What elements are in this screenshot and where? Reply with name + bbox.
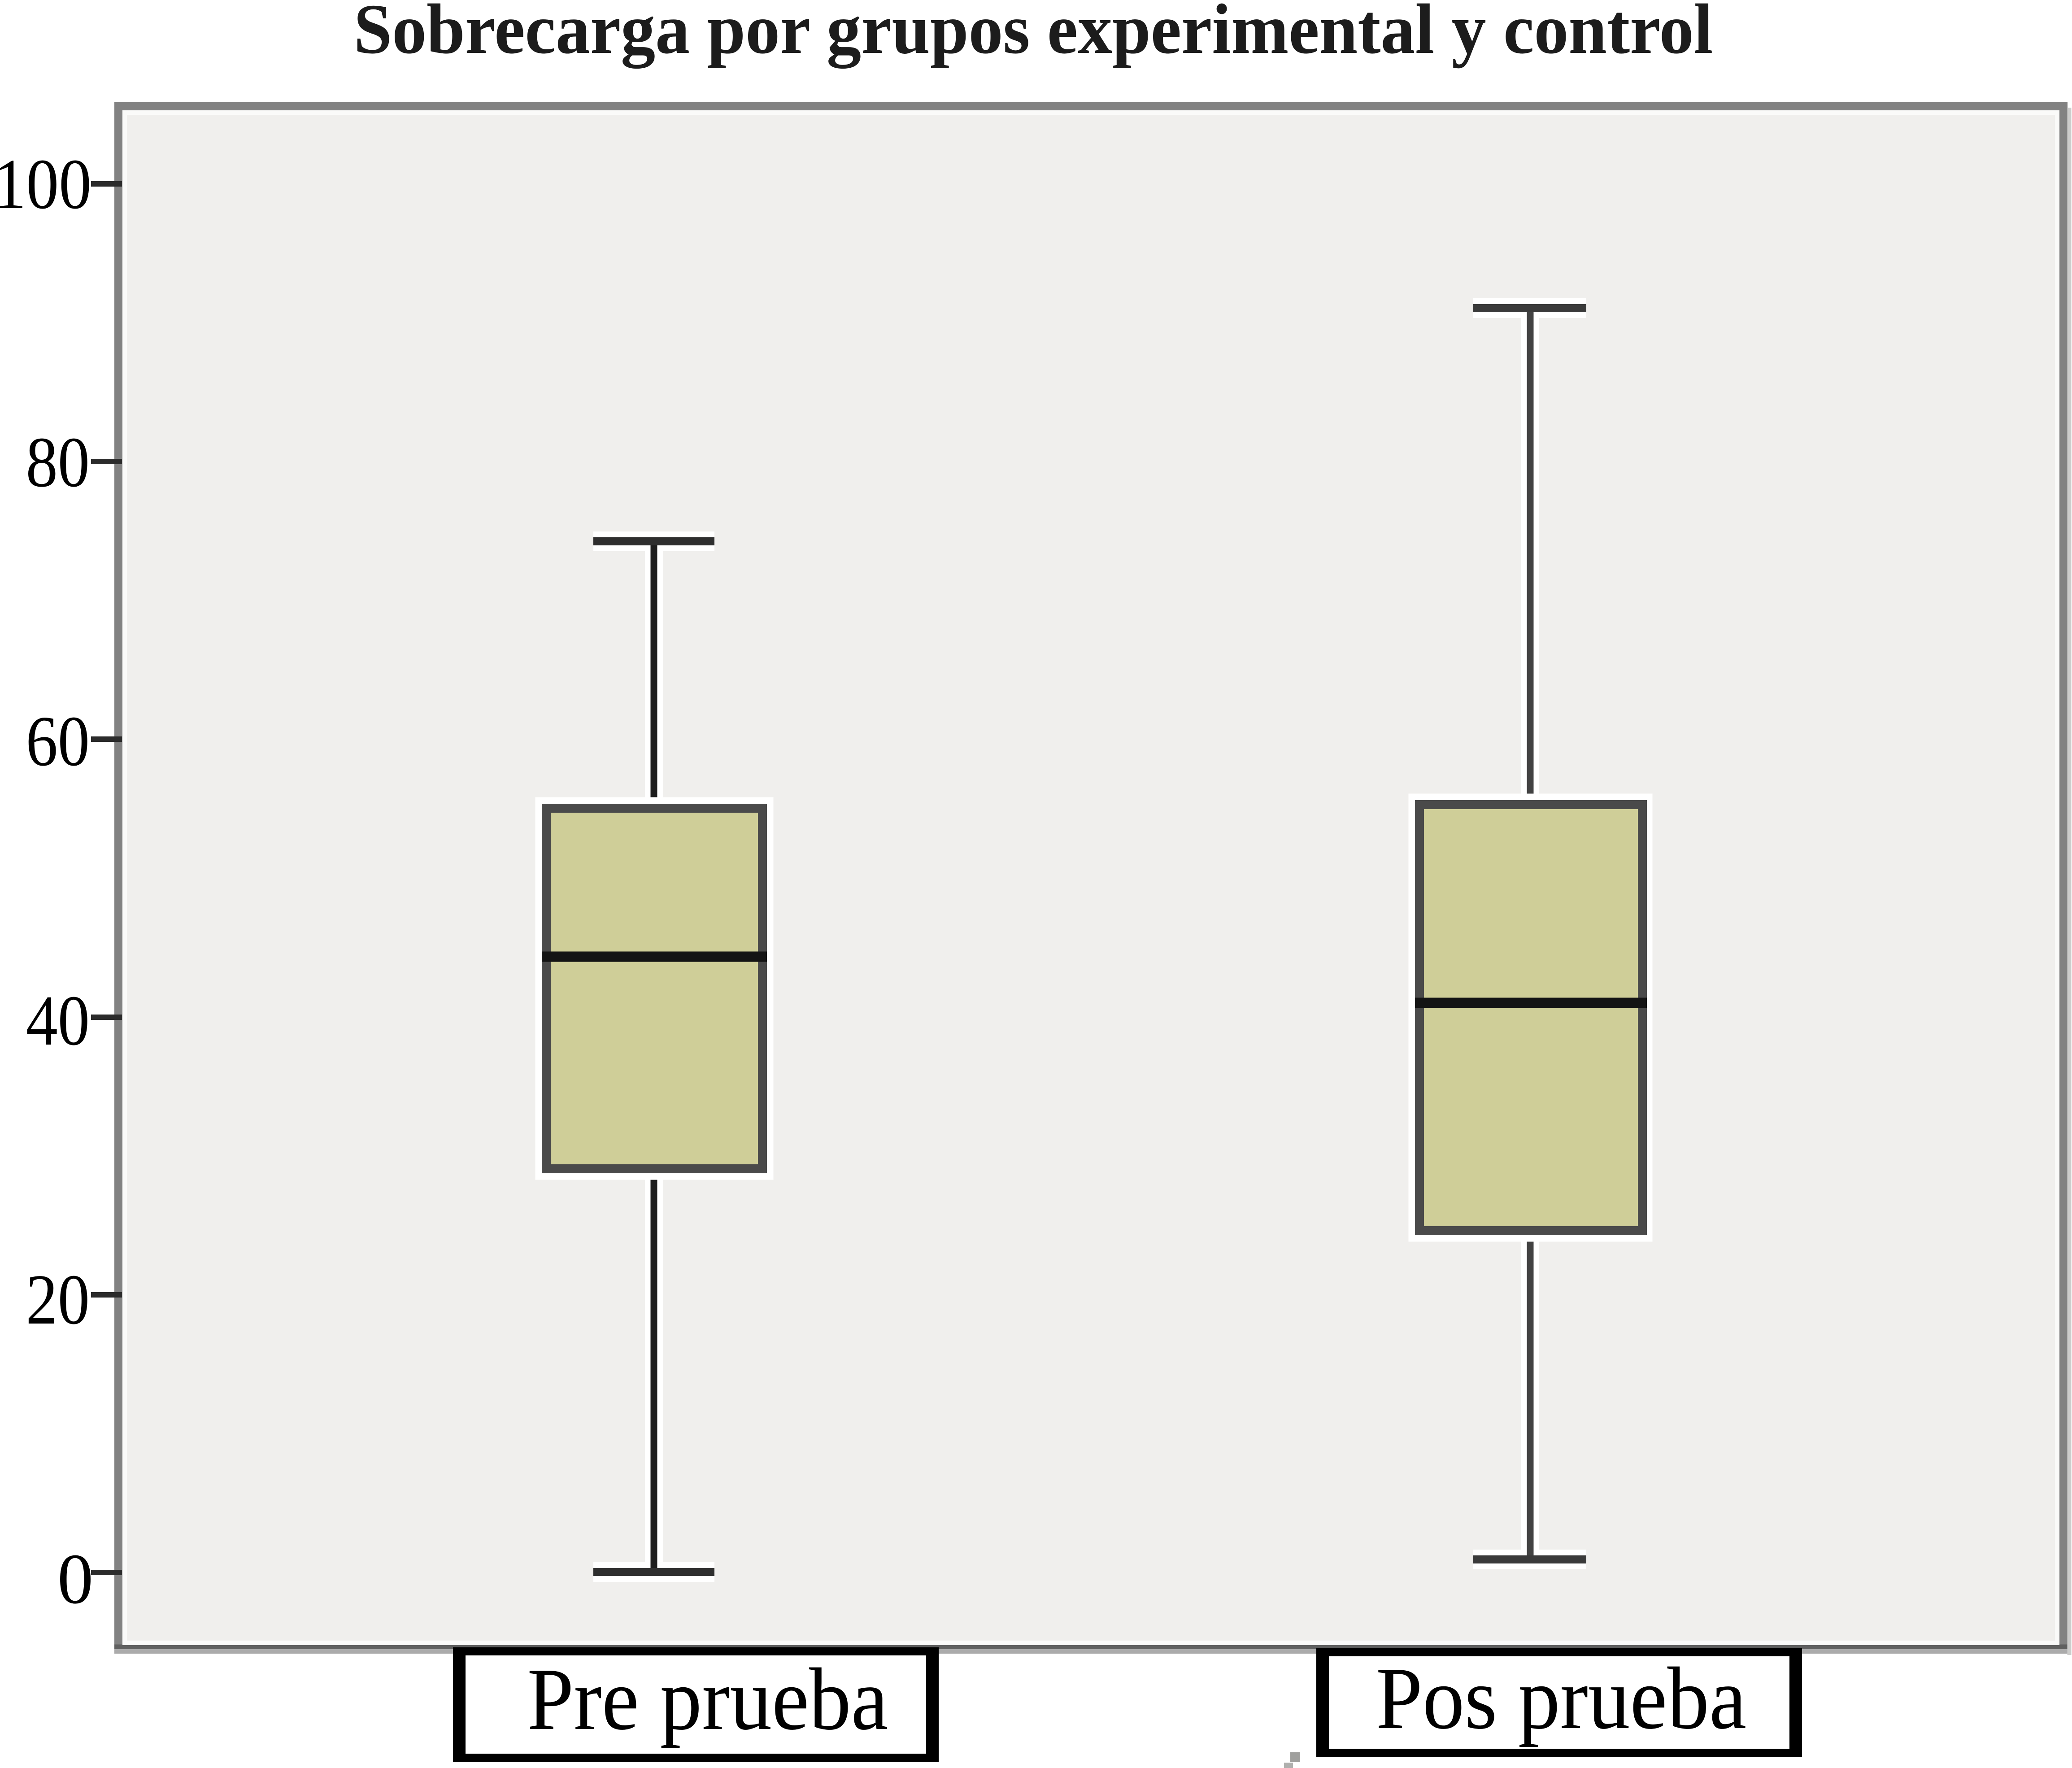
svg-text:0: 0 — [57, 1539, 93, 1619]
svg-text:40: 40 — [26, 980, 90, 1060]
svg-text:20: 20 — [26, 1259, 90, 1339]
svg-text:60: 60 — [26, 701, 90, 780]
svg-text:100: 100 — [0, 145, 91, 224]
svg-text:Pos prueba: Pos prueba — [1376, 1649, 1746, 1747]
svg-text:Pre prueba: Pre prueba — [527, 1650, 888, 1748]
svg-text:80: 80 — [26, 422, 90, 501]
svg-text:Sobrecarga por grupos experime: Sobrecarga por grupos experimental y con… — [354, 0, 1713, 69]
